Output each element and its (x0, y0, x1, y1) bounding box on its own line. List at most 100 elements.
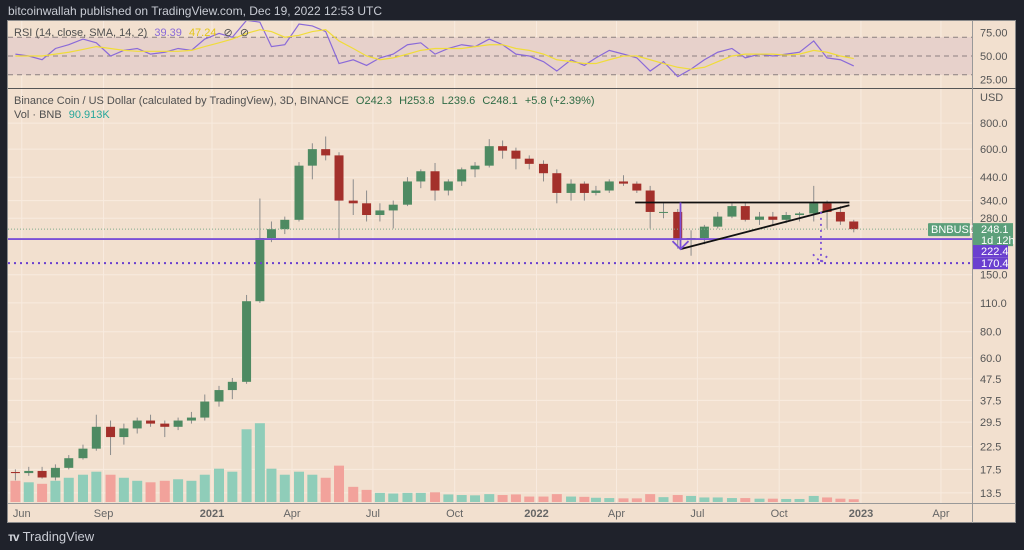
volume-bar (538, 496, 549, 502)
volume-bar (374, 492, 385, 502)
arrow-head-icon (812, 253, 830, 264)
candle-body (740, 206, 750, 220)
volume-bar (334, 465, 345, 502)
grid (8, 21, 972, 503)
publish-info: bitcoinwallah published on TradingView.c… (8, 4, 383, 18)
level-price-text: 222.4 (981, 246, 1009, 258)
candle-body (835, 211, 845, 222)
last-price-text: 248.1 (981, 224, 1009, 236)
low-value: L239.6 (441, 95, 476, 107)
price-pane (8, 136, 972, 502)
brand-name: TradingView (22, 529, 95, 544)
time-axis-tick: 2023 (849, 508, 873, 520)
volume-bar (118, 477, 129, 502)
candle-body (699, 226, 709, 239)
time-axis-tick: Apr (283, 508, 300, 520)
candle-body (388, 204, 398, 211)
candle-body (470, 165, 480, 170)
hidden-icon[interactable]: ⊘ (239, 27, 250, 39)
price-axis-tick: 37.5 (980, 395, 1001, 407)
volume-bar (712, 497, 723, 502)
volume-bar (672, 495, 683, 502)
volume-bar (497, 495, 508, 502)
candle-body (160, 423, 170, 427)
level-price-text: 170.4 (981, 258, 1009, 270)
tradingview-logo-icon[interactable]: ᴛᴠ (8, 529, 20, 544)
volume-bar (348, 486, 359, 502)
volume-bar (808, 495, 819, 502)
volume-bar (686, 495, 697, 502)
candle-body (498, 146, 508, 151)
volume-bar (132, 480, 143, 502)
volume-bar (430, 492, 441, 502)
volume-bar (105, 474, 116, 502)
rsi-legend[interactable]: RSI (14, close, SMA, 14, 2) 39.39 47.24 … (14, 26, 253, 39)
volume-bar (415, 492, 426, 502)
candle-body (618, 181, 628, 184)
candle-body (321, 149, 331, 156)
volume-value: 90.913K (68, 109, 110, 121)
price-axis-tick: 110.0 (980, 298, 1007, 310)
price-axis-tick: 440.0 (980, 172, 1008, 184)
volume-bar (23, 482, 34, 502)
rsi-legend-label: RSI (14, close, SMA, 14, 2) (14, 27, 148, 39)
candle-body (242, 301, 252, 382)
candle-body (307, 149, 317, 166)
candle-body (37, 470, 47, 478)
candle-body (416, 171, 426, 182)
candle-body (566, 183, 576, 193)
volume-bar (524, 496, 535, 502)
volume-bar (726, 498, 737, 502)
volume-bar (510, 494, 521, 502)
volume-bar (754, 498, 765, 502)
volume-bar (199, 474, 210, 502)
candle-body (173, 420, 183, 427)
candle-body (604, 181, 614, 191)
candle-body (146, 420, 156, 424)
candle-body (294, 165, 304, 220)
candle-body (50, 467, 60, 478)
price-axis-tick: 29.5 (980, 417, 1001, 429)
hidden-icon[interactable]: ⊘ (223, 27, 233, 39)
candle-body (334, 155, 344, 201)
candle-body (538, 163, 548, 174)
candle-body (106, 426, 116, 438)
bar-countdown-text: 1d 12h (981, 235, 1015, 247)
volume-bar (307, 474, 318, 502)
volume-bar (159, 480, 170, 502)
volume-bar (645, 494, 656, 502)
volume-legend[interactable]: Vol · BNB 90.913K (14, 109, 114, 121)
volume-bar (658, 497, 669, 502)
candle-body (200, 401, 210, 418)
price-axis-tick: 800.0 (980, 118, 1008, 130)
candle-body (673, 211, 683, 241)
candle-body (591, 190, 601, 193)
symbol-legend[interactable]: Binance Coin / US Dollar (calculated by … (14, 95, 599, 107)
time-axis-tick: Jul (690, 508, 704, 520)
rsi-sma-value: 47.24 (188, 27, 217, 39)
price-axis-tick: 600.0 (980, 144, 1008, 156)
candle-body (457, 169, 467, 182)
rsi-pane (8, 21, 972, 78)
volume-bar (699, 497, 710, 502)
candle-body (484, 146, 494, 166)
candle-body (727, 206, 737, 217)
volume-bar (254, 423, 265, 502)
volume-bar (631, 498, 642, 502)
rsi-axis-tick: 50.00 (980, 51, 1008, 63)
candle-body (280, 219, 290, 230)
candle-body (132, 420, 142, 429)
candle-body (524, 158, 534, 164)
volume-bar (822, 497, 833, 502)
candle-body (579, 183, 589, 193)
candle-body (214, 390, 224, 402)
price-axis-unit: USD (980, 92, 1003, 104)
volume-bar (566, 496, 577, 502)
chart-frame[interactable] (7, 20, 1016, 523)
candle-body (375, 210, 385, 216)
volume-bar (279, 474, 290, 502)
candle-body (10, 472, 20, 474)
symbol-title: Binance Coin / US Dollar (calculated by … (14, 95, 349, 107)
candle-body (227, 381, 237, 391)
